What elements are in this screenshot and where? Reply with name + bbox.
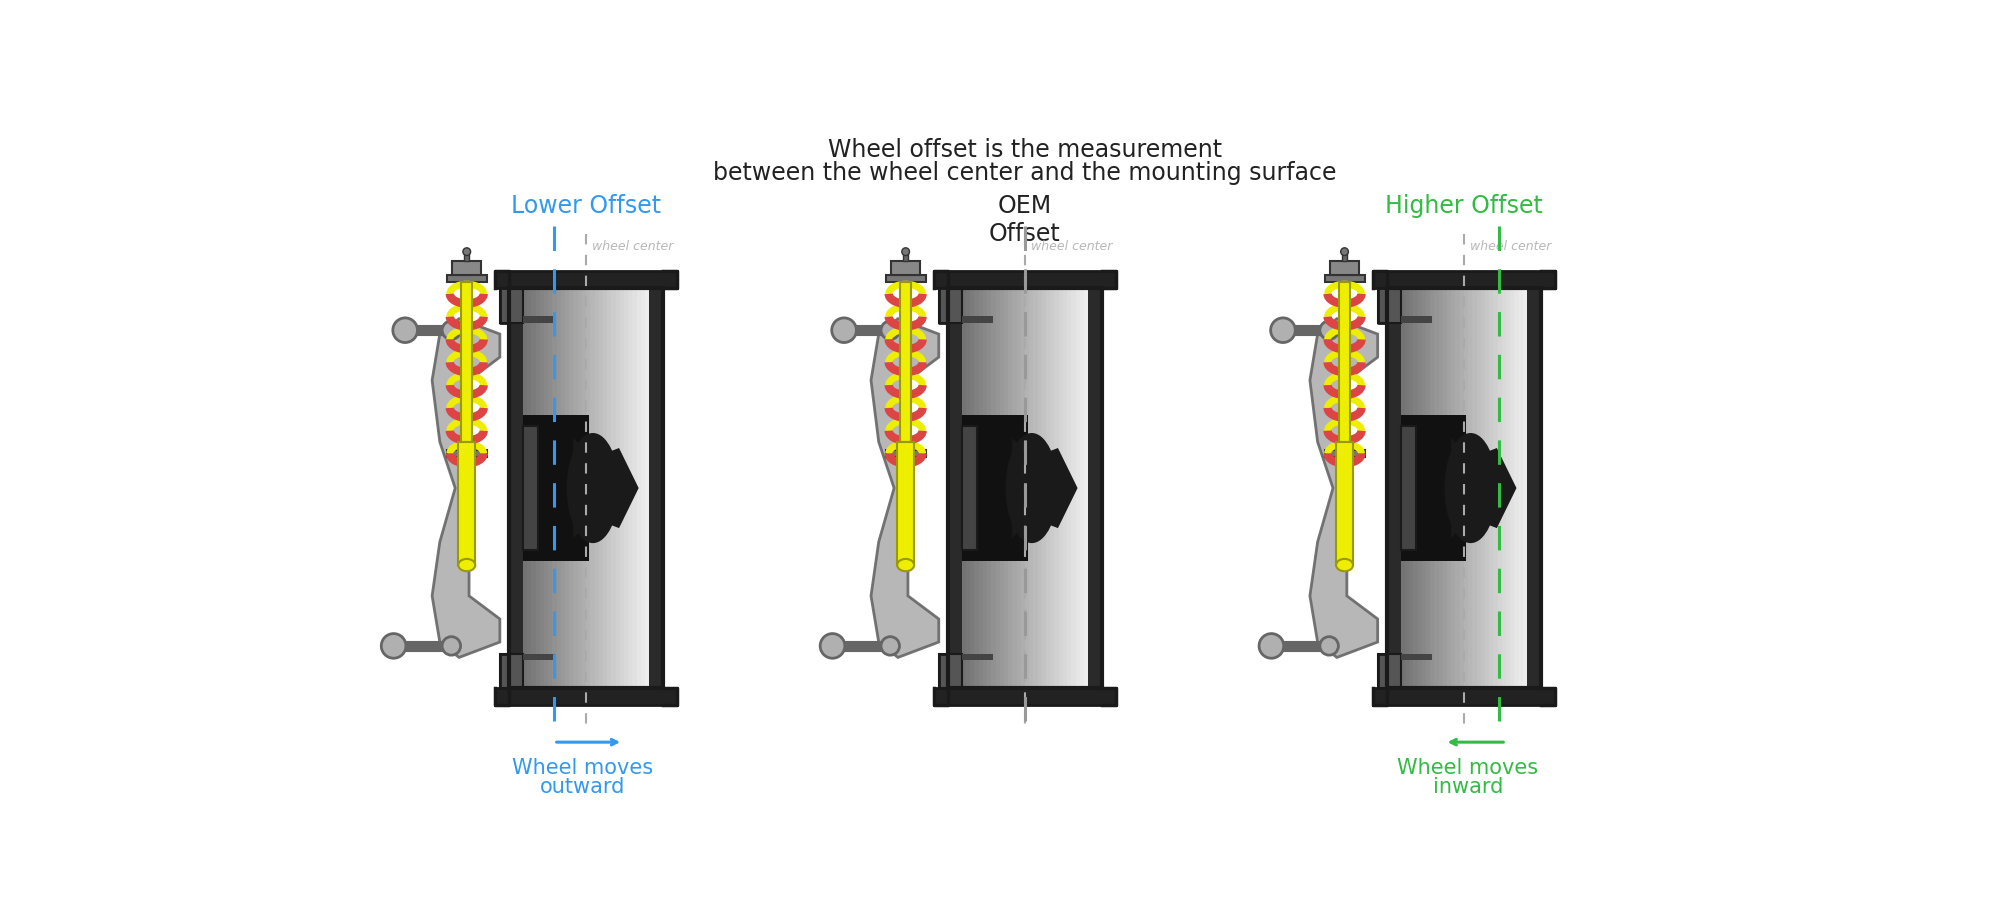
Text: Wheel offset is the measurement: Wheel offset is the measurement — [828, 138, 1222, 162]
Circle shape — [832, 318, 856, 342]
Bar — [496, 689, 676, 705]
Polygon shape — [1452, 438, 1516, 538]
Circle shape — [882, 637, 900, 655]
Bar — [1324, 450, 1364, 457]
Text: Higher Offset: Higher Offset — [1384, 194, 1542, 218]
Bar — [1400, 426, 1416, 550]
Bar — [938, 653, 962, 689]
Bar — [886, 450, 926, 457]
Text: wheel center: wheel center — [1032, 240, 1112, 253]
Polygon shape — [432, 318, 500, 657]
Bar — [1340, 282, 1350, 442]
Ellipse shape — [1006, 433, 1058, 543]
Bar — [1378, 288, 1400, 322]
Ellipse shape — [1444, 433, 1496, 543]
Bar — [1400, 415, 1466, 561]
Bar — [962, 415, 1028, 561]
Text: Wheel moves: Wheel moves — [512, 758, 652, 777]
Bar — [1400, 288, 1528, 689]
Bar — [938, 288, 962, 322]
Bar — [510, 288, 664, 689]
Bar — [1330, 261, 1360, 275]
Circle shape — [1320, 321, 1338, 340]
Bar — [446, 275, 486, 282]
Text: wheel center: wheel center — [592, 240, 674, 253]
Bar — [934, 689, 1116, 705]
Circle shape — [462, 247, 470, 256]
Bar — [962, 426, 978, 550]
Bar — [1324, 275, 1364, 282]
Ellipse shape — [898, 559, 914, 571]
Circle shape — [442, 321, 460, 340]
Bar — [500, 288, 522, 322]
Ellipse shape — [1336, 559, 1354, 571]
Circle shape — [392, 318, 418, 342]
Text: between the wheel center and the mounting surface: between the wheel center and the mountin… — [714, 161, 1336, 185]
Bar — [1374, 689, 1554, 705]
Bar — [892, 261, 920, 275]
Bar — [522, 426, 538, 550]
Bar — [1336, 442, 1354, 565]
Bar — [458, 442, 476, 565]
Bar — [1528, 288, 1540, 689]
Circle shape — [1260, 633, 1284, 658]
Bar — [1378, 653, 1400, 689]
Bar — [1400, 317, 1432, 322]
Bar — [496, 271, 676, 288]
Bar — [898, 442, 914, 565]
Bar — [962, 653, 994, 660]
Text: Wheel moves: Wheel moves — [1398, 758, 1538, 777]
Bar — [1386, 288, 1400, 689]
Text: Lower Offset: Lower Offset — [512, 194, 662, 218]
Ellipse shape — [566, 433, 620, 543]
Bar — [904, 252, 908, 261]
Bar — [934, 271, 1116, 288]
Circle shape — [1320, 637, 1338, 655]
Bar — [464, 252, 470, 261]
Circle shape — [902, 247, 910, 256]
Polygon shape — [872, 318, 938, 657]
Bar — [900, 282, 912, 442]
Bar — [446, 450, 486, 457]
Circle shape — [820, 633, 844, 658]
Text: outward: outward — [540, 777, 624, 797]
Bar — [948, 288, 962, 689]
Bar — [1342, 252, 1346, 261]
Circle shape — [1340, 247, 1348, 256]
Bar — [462, 282, 472, 442]
Text: inward: inward — [1432, 777, 1502, 797]
Bar — [522, 415, 588, 561]
Bar — [1374, 271, 1554, 288]
Bar — [510, 288, 522, 689]
Text: OEM
Offset: OEM Offset — [990, 194, 1060, 246]
Bar — [452, 261, 482, 275]
Bar — [522, 653, 554, 660]
Bar — [650, 288, 664, 689]
Bar — [948, 288, 1102, 689]
Bar — [962, 288, 1088, 689]
Circle shape — [442, 637, 460, 655]
Bar — [962, 317, 994, 322]
Bar — [1088, 288, 1102, 689]
Text: wheel center: wheel center — [1470, 240, 1552, 253]
Circle shape — [1270, 318, 1296, 342]
Circle shape — [882, 321, 900, 340]
Polygon shape — [574, 438, 638, 538]
Polygon shape — [1012, 438, 1078, 538]
Circle shape — [382, 633, 406, 658]
Bar — [1386, 288, 1540, 689]
Polygon shape — [1310, 318, 1378, 657]
Bar — [522, 317, 554, 322]
Bar — [500, 653, 522, 689]
Bar — [1400, 653, 1432, 660]
Bar — [522, 288, 650, 689]
Ellipse shape — [458, 559, 476, 571]
Bar — [886, 275, 926, 282]
